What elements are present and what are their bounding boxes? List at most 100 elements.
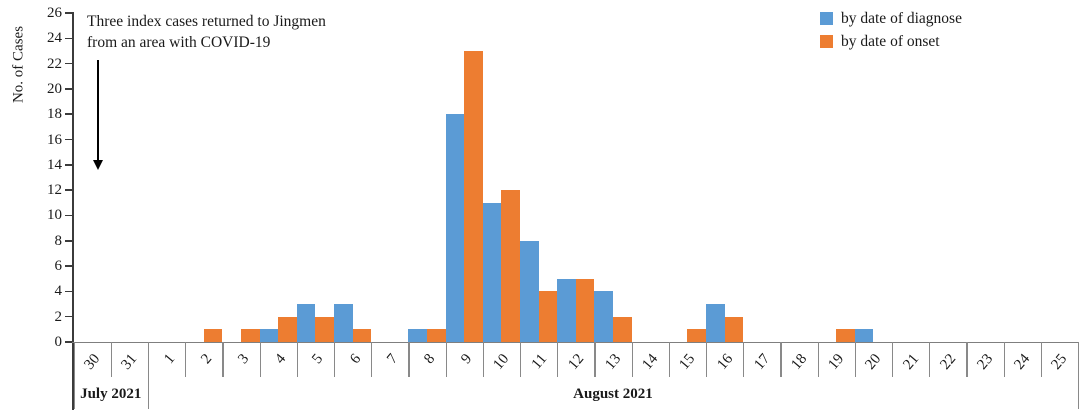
x-axis-tick bbox=[743, 342, 745, 377]
x-axis-tick bbox=[557, 342, 559, 377]
y-axis-tick bbox=[65, 265, 72, 267]
x-axis-tick bbox=[966, 342, 968, 377]
x-axis-tick-label: 7 bbox=[383, 351, 401, 368]
bar-diagnose-20 bbox=[854, 329, 874, 342]
legend-swatch-onset bbox=[820, 35, 833, 48]
y-axis-tick bbox=[65, 113, 72, 116]
x-axis-tick-label: 24 bbox=[1011, 351, 1034, 373]
y-axis-tick-label: 6 bbox=[54, 258, 63, 275]
y-axis-tick-label: 24 bbox=[47, 30, 62, 47]
x-axis-tick bbox=[333, 342, 336, 377]
x-axis-tick bbox=[668, 342, 670, 377]
y-axis-tick bbox=[65, 62, 72, 65]
month-separator-line bbox=[1078, 342, 1080, 409]
bar-diagnose-6 bbox=[333, 304, 353, 342]
bar-onset-9 bbox=[464, 50, 483, 342]
bar-onset-6 bbox=[352, 329, 372, 342]
bar-onset-2 bbox=[203, 329, 223, 342]
y-axis-tick bbox=[65, 88, 72, 90]
y-axis-line bbox=[72, 12, 74, 410]
y-axis-tick-label: 0 bbox=[54, 334, 63, 350]
x-axis-tick-label: 17 bbox=[751, 351, 774, 373]
month-label: August 2021 bbox=[573, 386, 653, 402]
x-axis-tick bbox=[185, 342, 187, 377]
legend-item-diagnose: by date of diagnose bbox=[820, 8, 962, 29]
legend-label-onset: by date of onset bbox=[841, 32, 940, 50]
x-axis-tick bbox=[780, 342, 782, 377]
x-axis-tick-label: 6 bbox=[346, 351, 364, 368]
bar-diagnose-5 bbox=[296, 304, 316, 342]
bar-onset-12 bbox=[575, 278, 595, 342]
bar-diagnose-13 bbox=[594, 291, 613, 342]
annotation-line-2: from an area with COVID-19 bbox=[87, 34, 271, 51]
x-axis-tick bbox=[817, 342, 819, 377]
y-axis-tick-label: 22 bbox=[47, 55, 62, 72]
bar-diagnose-12 bbox=[557, 278, 576, 342]
x-axis-tick bbox=[631, 342, 633, 377]
x-axis-tick bbox=[445, 342, 447, 377]
x-axis-tick bbox=[1040, 342, 1042, 377]
x-axis-tick-label: 8 bbox=[421, 351, 439, 368]
y-axis-tick-label: 18 bbox=[47, 106, 62, 123]
bar-diagnose-11 bbox=[519, 240, 539, 342]
y-axis-tick-label: 14 bbox=[47, 156, 62, 173]
bar-onset-3 bbox=[240, 329, 260, 342]
x-axis-tick bbox=[296, 342, 298, 377]
x-axis-tick bbox=[482, 342, 484, 377]
y-axis-tick bbox=[65, 341, 72, 343]
annotation-line-1: Three index cases returned to Jingmen bbox=[87, 13, 326, 30]
y-axis-tick bbox=[65, 12, 72, 14]
y-axis-tick bbox=[65, 189, 72, 191]
x-axis-tick-label: 20 bbox=[862, 351, 885, 373]
bar-onset-10 bbox=[501, 190, 520, 342]
y-axis-tick bbox=[65, 214, 72, 217]
x-axis-tick bbox=[408, 342, 410, 377]
x-axis-tick bbox=[594, 342, 596, 377]
x-axis-tick bbox=[891, 342, 894, 377]
legend-label-diagnose: by date of diagnose bbox=[841, 9, 962, 27]
bar-onset-16 bbox=[724, 316, 744, 342]
x-axis-tick-label: 18 bbox=[788, 351, 811, 373]
bar-diagnose-16 bbox=[705, 304, 725, 342]
bar-onset-11 bbox=[538, 291, 558, 342]
x-axis-tick bbox=[259, 342, 261, 377]
y-axis-tick bbox=[65, 239, 72, 242]
down-arrow-icon bbox=[97, 60, 99, 161]
y-axis-tick-label: 20 bbox=[47, 80, 62, 97]
y-axis-tick bbox=[65, 315, 72, 318]
y-axis-tick-label: 16 bbox=[47, 131, 62, 148]
bar-diagnose-9 bbox=[445, 114, 465, 342]
y-axis-title: No. of Cases bbox=[10, 25, 27, 104]
bar-diagnose-8 bbox=[408, 329, 427, 342]
legend-item-onset: by date of onset bbox=[820, 31, 962, 52]
x-axis-tick-label: 5 bbox=[309, 351, 327, 368]
x-axis-tick-label: 21 bbox=[899, 351, 922, 373]
month-separator-line bbox=[147, 342, 150, 409]
x-axis-tick-label: 25 bbox=[1048, 351, 1071, 373]
bar-onset-13 bbox=[612, 316, 632, 342]
x-axis-tick bbox=[371, 342, 373, 377]
x-axis-tick-label: 22 bbox=[937, 351, 960, 373]
y-axis-tick-label: 26 bbox=[47, 5, 62, 21]
x-axis-tick bbox=[929, 342, 931, 377]
bar-diagnose-10 bbox=[482, 202, 502, 342]
month-label: July 2021 bbox=[80, 386, 142, 402]
bar-onset-15 bbox=[687, 329, 706, 342]
legend-swatch-diagnose bbox=[820, 12, 833, 25]
month-separator-line bbox=[73, 342, 75, 409]
x-axis-tick bbox=[519, 342, 522, 377]
x-axis-tick bbox=[705, 342, 708, 377]
x-axis-tick-label: 3 bbox=[235, 351, 253, 368]
y-axis-tick bbox=[65, 164, 72, 166]
x-axis-tick bbox=[854, 342, 856, 377]
x-axis-tick bbox=[1003, 342, 1005, 377]
x-axis-tick-label: 19 bbox=[825, 351, 848, 373]
y-axis-tick bbox=[65, 37, 72, 40]
y-axis-tick-label: 10 bbox=[47, 207, 62, 224]
bar-onset-5 bbox=[315, 316, 334, 342]
x-axis-line bbox=[72, 341, 1079, 344]
y-axis-tick-label: 12 bbox=[47, 182, 62, 199]
y-axis-tick bbox=[65, 138, 72, 141]
x-axis-tick bbox=[222, 342, 224, 377]
annotation-text: Three index cases returned to Jingmen fr… bbox=[87, 11, 427, 53]
